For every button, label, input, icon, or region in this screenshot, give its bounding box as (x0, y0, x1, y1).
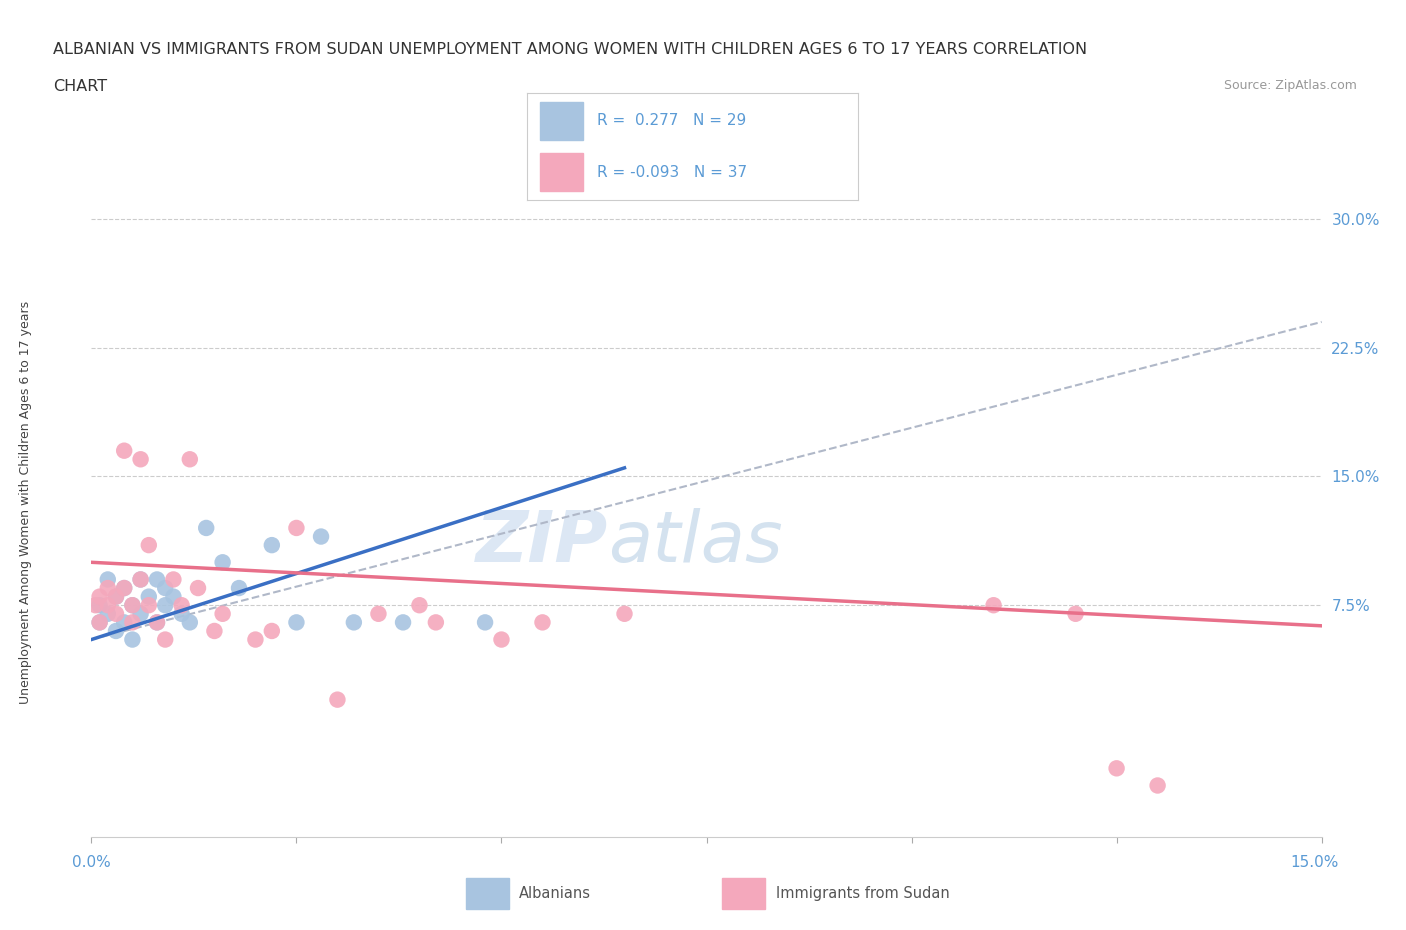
Point (211, 606, 233, 621)
Point (138, 538, 160, 552)
Point (146, 615, 169, 630)
Point (105, 590, 127, 604)
Point (112, 615, 135, 630)
Point (121, 632, 143, 647)
Text: 15.0%: 15.0% (1291, 855, 1339, 870)
Point (97, 598, 120, 613)
Point (343, 615, 366, 630)
Point (195, 521, 218, 536)
Point (129, 572, 152, 587)
Point (1146, 778, 1168, 793)
Point (121, 598, 143, 613)
Text: ALBANIAN VS IMMIGRANTS FROM SUDAN UNEMPLOYMENT AMONG WOMEN WITH CHILDREN AGES 6 : ALBANIAN VS IMMIGRANTS FROM SUDAN UNEMPL… (53, 42, 1088, 57)
Point (162, 590, 184, 604)
Point (105, 623, 127, 638)
Point (983, 598, 1005, 613)
Point (211, 555, 233, 570)
Point (153, 598, 177, 613)
Point (121, 598, 143, 613)
Point (285, 521, 308, 536)
Point (89, 615, 111, 630)
Point (146, 572, 169, 587)
Point (84, 598, 107, 613)
Text: R = -0.093   N = 37: R = -0.093 N = 37 (596, 165, 747, 179)
Text: Immigrants from Sudan: Immigrants from Sudan (776, 885, 949, 901)
Point (129, 572, 152, 587)
Point (97, 580, 120, 595)
Point (613, 606, 636, 621)
Point (1064, 606, 1087, 621)
Point (260, 538, 283, 552)
Text: Albanians: Albanians (519, 885, 592, 901)
Point (179, 452, 201, 467)
Point (89, 615, 111, 630)
Text: ZIP: ZIP (475, 508, 607, 577)
Point (89, 598, 111, 613)
Point (392, 615, 415, 630)
Point (425, 615, 447, 630)
Point (153, 632, 177, 647)
Point (129, 452, 152, 467)
Point (112, 580, 135, 595)
Point (408, 598, 430, 613)
Point (89, 590, 111, 604)
Point (326, 692, 349, 707)
Point (245, 632, 267, 647)
Point (309, 529, 332, 544)
Text: Unemployment Among Women with Children Ages 6 to 17 years: Unemployment Among Women with Children A… (18, 300, 32, 704)
Text: R =  0.277   N = 29: R = 0.277 N = 29 (596, 113, 747, 128)
Point (367, 606, 389, 621)
Point (162, 572, 184, 587)
Point (153, 580, 177, 595)
Text: Source: ZipAtlas.com: Source: ZipAtlas.com (1223, 79, 1357, 92)
Point (170, 598, 193, 613)
Point (105, 590, 127, 604)
Point (474, 615, 496, 630)
Point (97, 606, 120, 621)
Point (285, 615, 308, 630)
Point (146, 615, 169, 630)
Point (170, 606, 193, 621)
Point (228, 580, 250, 595)
Bar (723, 878, 765, 909)
Bar (465, 878, 509, 909)
Text: 0.0%: 0.0% (72, 855, 111, 870)
Point (138, 590, 160, 604)
Point (97, 572, 120, 587)
Point (121, 615, 143, 630)
Point (129, 606, 152, 621)
Point (187, 580, 209, 595)
Point (112, 580, 135, 595)
Bar (540, 101, 583, 140)
Point (202, 623, 225, 638)
Bar (540, 153, 583, 192)
Point (260, 623, 283, 638)
Point (138, 598, 160, 613)
Point (491, 632, 513, 647)
Point (112, 444, 135, 458)
Text: atlas: atlas (607, 508, 783, 577)
Point (179, 615, 201, 630)
Point (531, 615, 554, 630)
Point (1105, 761, 1128, 776)
Point (105, 606, 127, 621)
Text: CHART: CHART (53, 79, 107, 94)
